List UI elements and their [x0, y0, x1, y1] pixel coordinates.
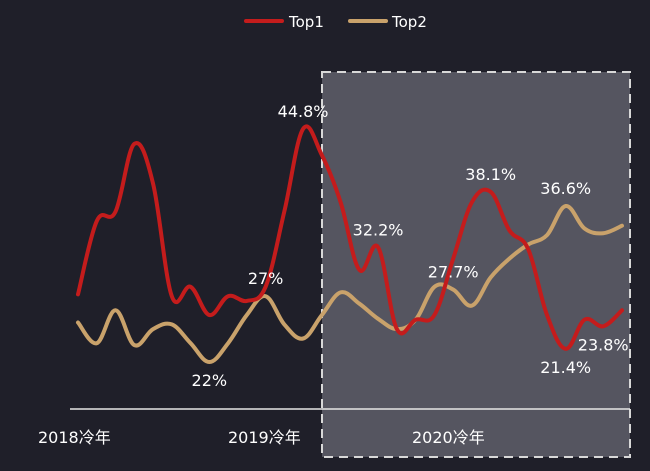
legend-item-top1[interactable]: Top1: [244, 13, 324, 31]
data-labels: 44.8% 32.2% 38.1% 21.4% 23.8% 22% 27% 27.7% 36.6…: [192, 102, 629, 390]
series-layer: [76, 124, 624, 364]
highlight-region: [321, 71, 631, 458]
legend-label-top1: Top1: [288, 13, 324, 31]
x-tick-label: 2020冷年: [412, 428, 485, 447]
data-label: 36.6%: [540, 179, 591, 198]
data-label: 23.8%: [578, 335, 629, 354]
data-label: 22%: [192, 371, 228, 390]
x-tick-label: 2018冷年: [38, 428, 111, 447]
data-label: 21.4%: [540, 358, 591, 377]
data-label: 27%: [248, 269, 284, 288]
x-axis-ticks: 2018冷年 2019冷年 2020冷年: [38, 428, 485, 447]
data-label: 27.7%: [428, 263, 479, 282]
legend: Top1 Top2: [244, 13, 427, 31]
legend-item-top2[interactable]: Top2: [348, 13, 427, 31]
series-line-top2: [76, 204, 624, 364]
data-label: 44.8%: [278, 102, 329, 121]
series-line-top1: [76, 124, 624, 351]
x-tick-label: 2019冷年: [228, 428, 301, 447]
legend-label-top2: Top2: [391, 13, 427, 31]
data-label: 32.2%: [353, 220, 404, 239]
data-label: 38.1%: [465, 165, 516, 184]
